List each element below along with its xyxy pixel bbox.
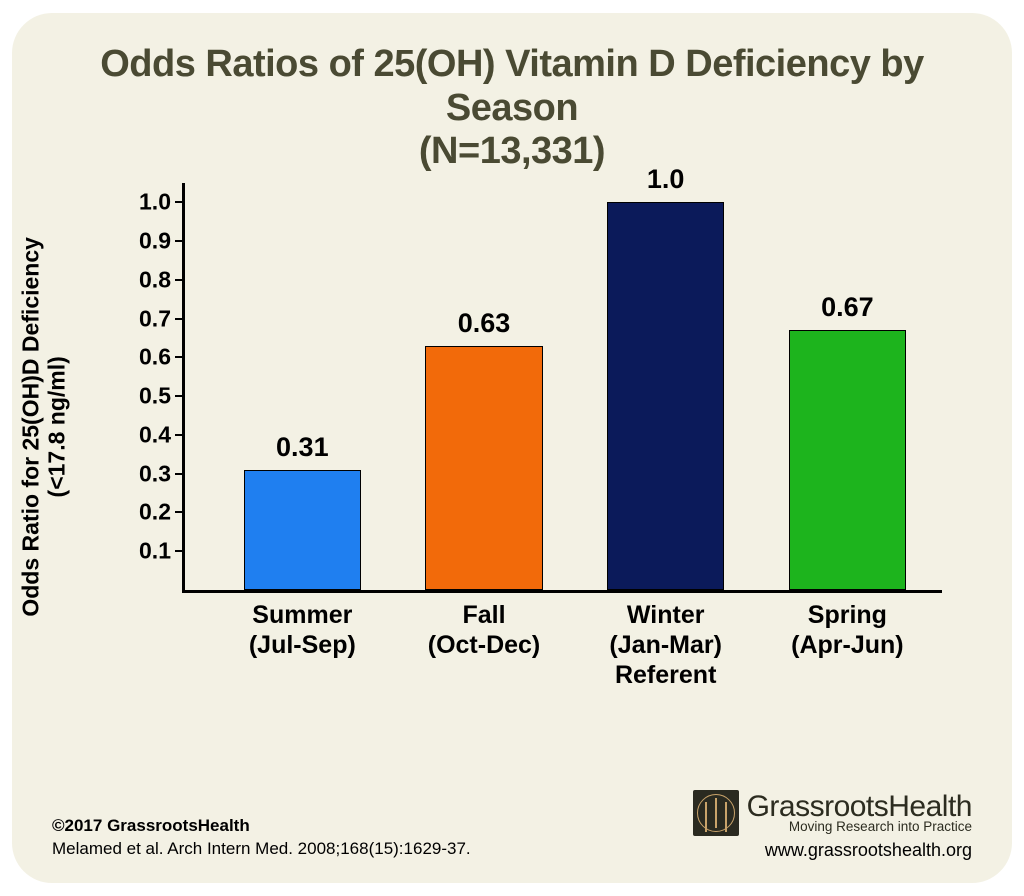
y-axis-label: Odds Ratio for 25(OH)D Deficiency (<17.8… <box>18 237 71 617</box>
y-tick-label: 0.2 <box>139 499 171 526</box>
y-tick-label: 0.3 <box>139 460 171 487</box>
title-line-1: Odds Ratios of 25(OH) Vitamin D Deficien… <box>52 43 972 130</box>
y-tick-label: 0.4 <box>139 421 171 448</box>
y-tick-label: 0.8 <box>139 266 171 293</box>
bar-value-label: 0.63 <box>458 308 511 339</box>
ylabel-line-2: (<17.8 ng/ml) <box>44 237 70 617</box>
bar-value-label: 0.31 <box>276 432 329 463</box>
citation-text: Melamed et al. Arch Intern Med. 2008;168… <box>52 838 471 861</box>
y-tick-label: 1.0 <box>139 189 171 216</box>
footer-right: GrassrootsHealth Moving Research into Pr… <box>693 790 972 861</box>
chart-card: Odds Ratios of 25(OH) Vitamin D Deficien… <box>12 13 1012 883</box>
footer-left: ©2017 GrassrootsHealth Melamed et al. Ar… <box>52 815 471 861</box>
bar: 1.0 <box>607 202 724 590</box>
y-tick-label: 0.1 <box>139 538 171 565</box>
y-tick <box>175 318 185 320</box>
brand-text: GrassrootsHealth Moving Research into Pr… <box>747 792 972 834</box>
y-tick-label: 0.6 <box>139 344 171 371</box>
plot-region: 0.10.20.30.40.50.60.70.80.91.00.31Summer… <box>182 183 942 593</box>
x-tick-label: Summer(Jul-Sep) <box>249 600 356 660</box>
y-tick <box>175 279 185 281</box>
footer: ©2017 GrassrootsHealth Melamed et al. Ar… <box>52 790 972 861</box>
bar: 0.67 <box>789 330 906 590</box>
bar-value-label: 1.0 <box>647 164 685 195</box>
brand-url: www.grassrootshealth.org <box>693 840 972 861</box>
y-tick <box>175 434 185 436</box>
title-line-2: (N=13,331) <box>52 130 972 174</box>
x-tick-label: Winter(Jan-Mar)Referent <box>609 600 722 690</box>
y-tick-label: 0.7 <box>139 305 171 332</box>
y-tick <box>175 240 185 242</box>
y-tick-label: 0.9 <box>139 228 171 255</box>
y-tick <box>175 473 185 475</box>
y-tick <box>175 201 185 203</box>
x-tick-label: Spring(Apr-Jun) <box>791 600 903 660</box>
y-tick-label: 0.5 <box>139 383 171 410</box>
y-tick <box>175 356 185 358</box>
chart-title: Odds Ratios of 25(OH) Vitamin D Deficien… <box>52 43 972 174</box>
ylabel-line-1: Odds Ratio for 25(OH)D Deficiency <box>18 237 44 617</box>
bar: 0.63 <box>425 346 542 590</box>
bar: 0.31 <box>244 470 361 590</box>
chart-area: Odds Ratio for 25(OH)D Deficiency (<17.8… <box>92 183 972 713</box>
y-tick <box>175 511 185 513</box>
bar-value-label: 0.67 <box>821 292 874 323</box>
brand-name: GrassrootsHealth <box>747 792 972 822</box>
x-tick-label: Fall(Oct-Dec) <box>428 600 541 660</box>
copyright-text: ©2017 GrassrootsHealth <box>52 815 471 838</box>
y-tick <box>175 395 185 397</box>
brand-logo-icon <box>693 790 739 836</box>
y-tick <box>175 550 185 552</box>
brand-block: GrassrootsHealth Moving Research into Pr… <box>693 790 972 836</box>
